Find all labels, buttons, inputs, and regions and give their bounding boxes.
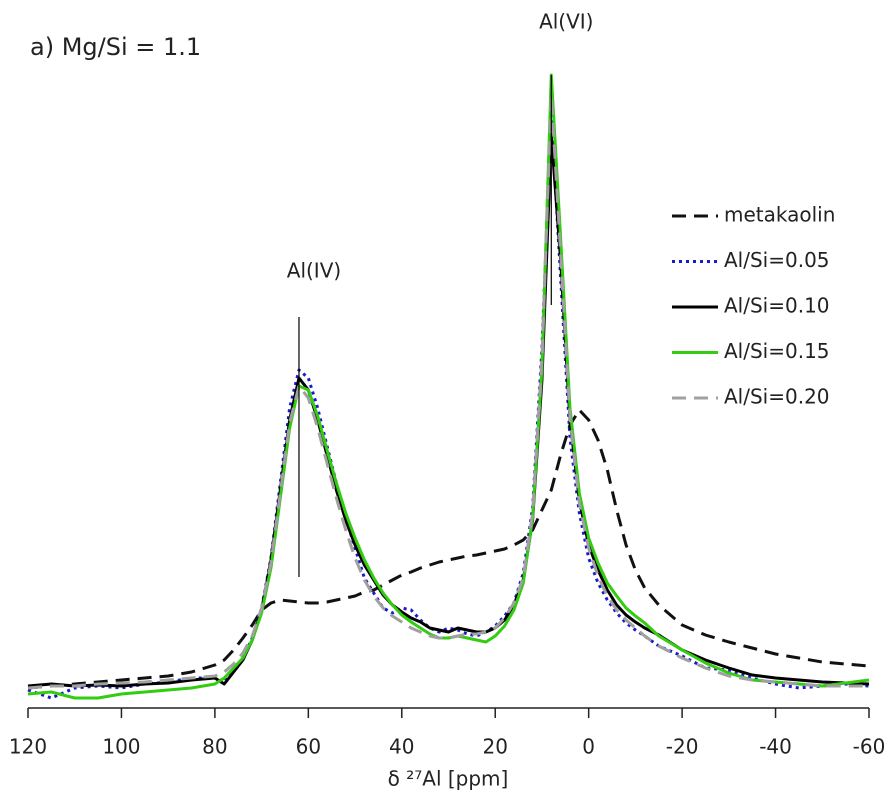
- chart-title: a) Mg/Si = 1.1: [30, 33, 201, 61]
- legend-label: metakaolin: [724, 203, 835, 227]
- legend-label: Al/Si=0.05: [724, 248, 830, 272]
- annotation-label: Al(IV): [287, 259, 341, 283]
- legend-label: Al/Si=0.20: [724, 385, 830, 409]
- x-tick-label: 120: [9, 735, 47, 759]
- x-tick-label: 40: [389, 735, 414, 759]
- legend-label: Al/Si=0.10: [724, 294, 830, 318]
- series-line: [27, 408, 870, 690]
- x-tick-label: 100: [102, 735, 140, 759]
- x-tick-label: -60: [853, 735, 886, 759]
- x-tick-label: 80: [202, 735, 227, 759]
- x-tick-label: 60: [296, 735, 321, 759]
- x-tick-label: -20: [666, 735, 699, 759]
- x-tick-label: 0: [582, 735, 595, 759]
- x-axis-label: δ ²⁷Al [ppm]: [388, 767, 509, 791]
- x-tick-label: -40: [759, 735, 792, 759]
- series-line: [27, 93, 869, 690]
- series-line: [27, 133, 870, 688]
- legend-label: Al/Si=0.15: [724, 339, 830, 363]
- x-tick-label: 20: [482, 735, 507, 759]
- annotation-label: Al(VI): [539, 10, 593, 34]
